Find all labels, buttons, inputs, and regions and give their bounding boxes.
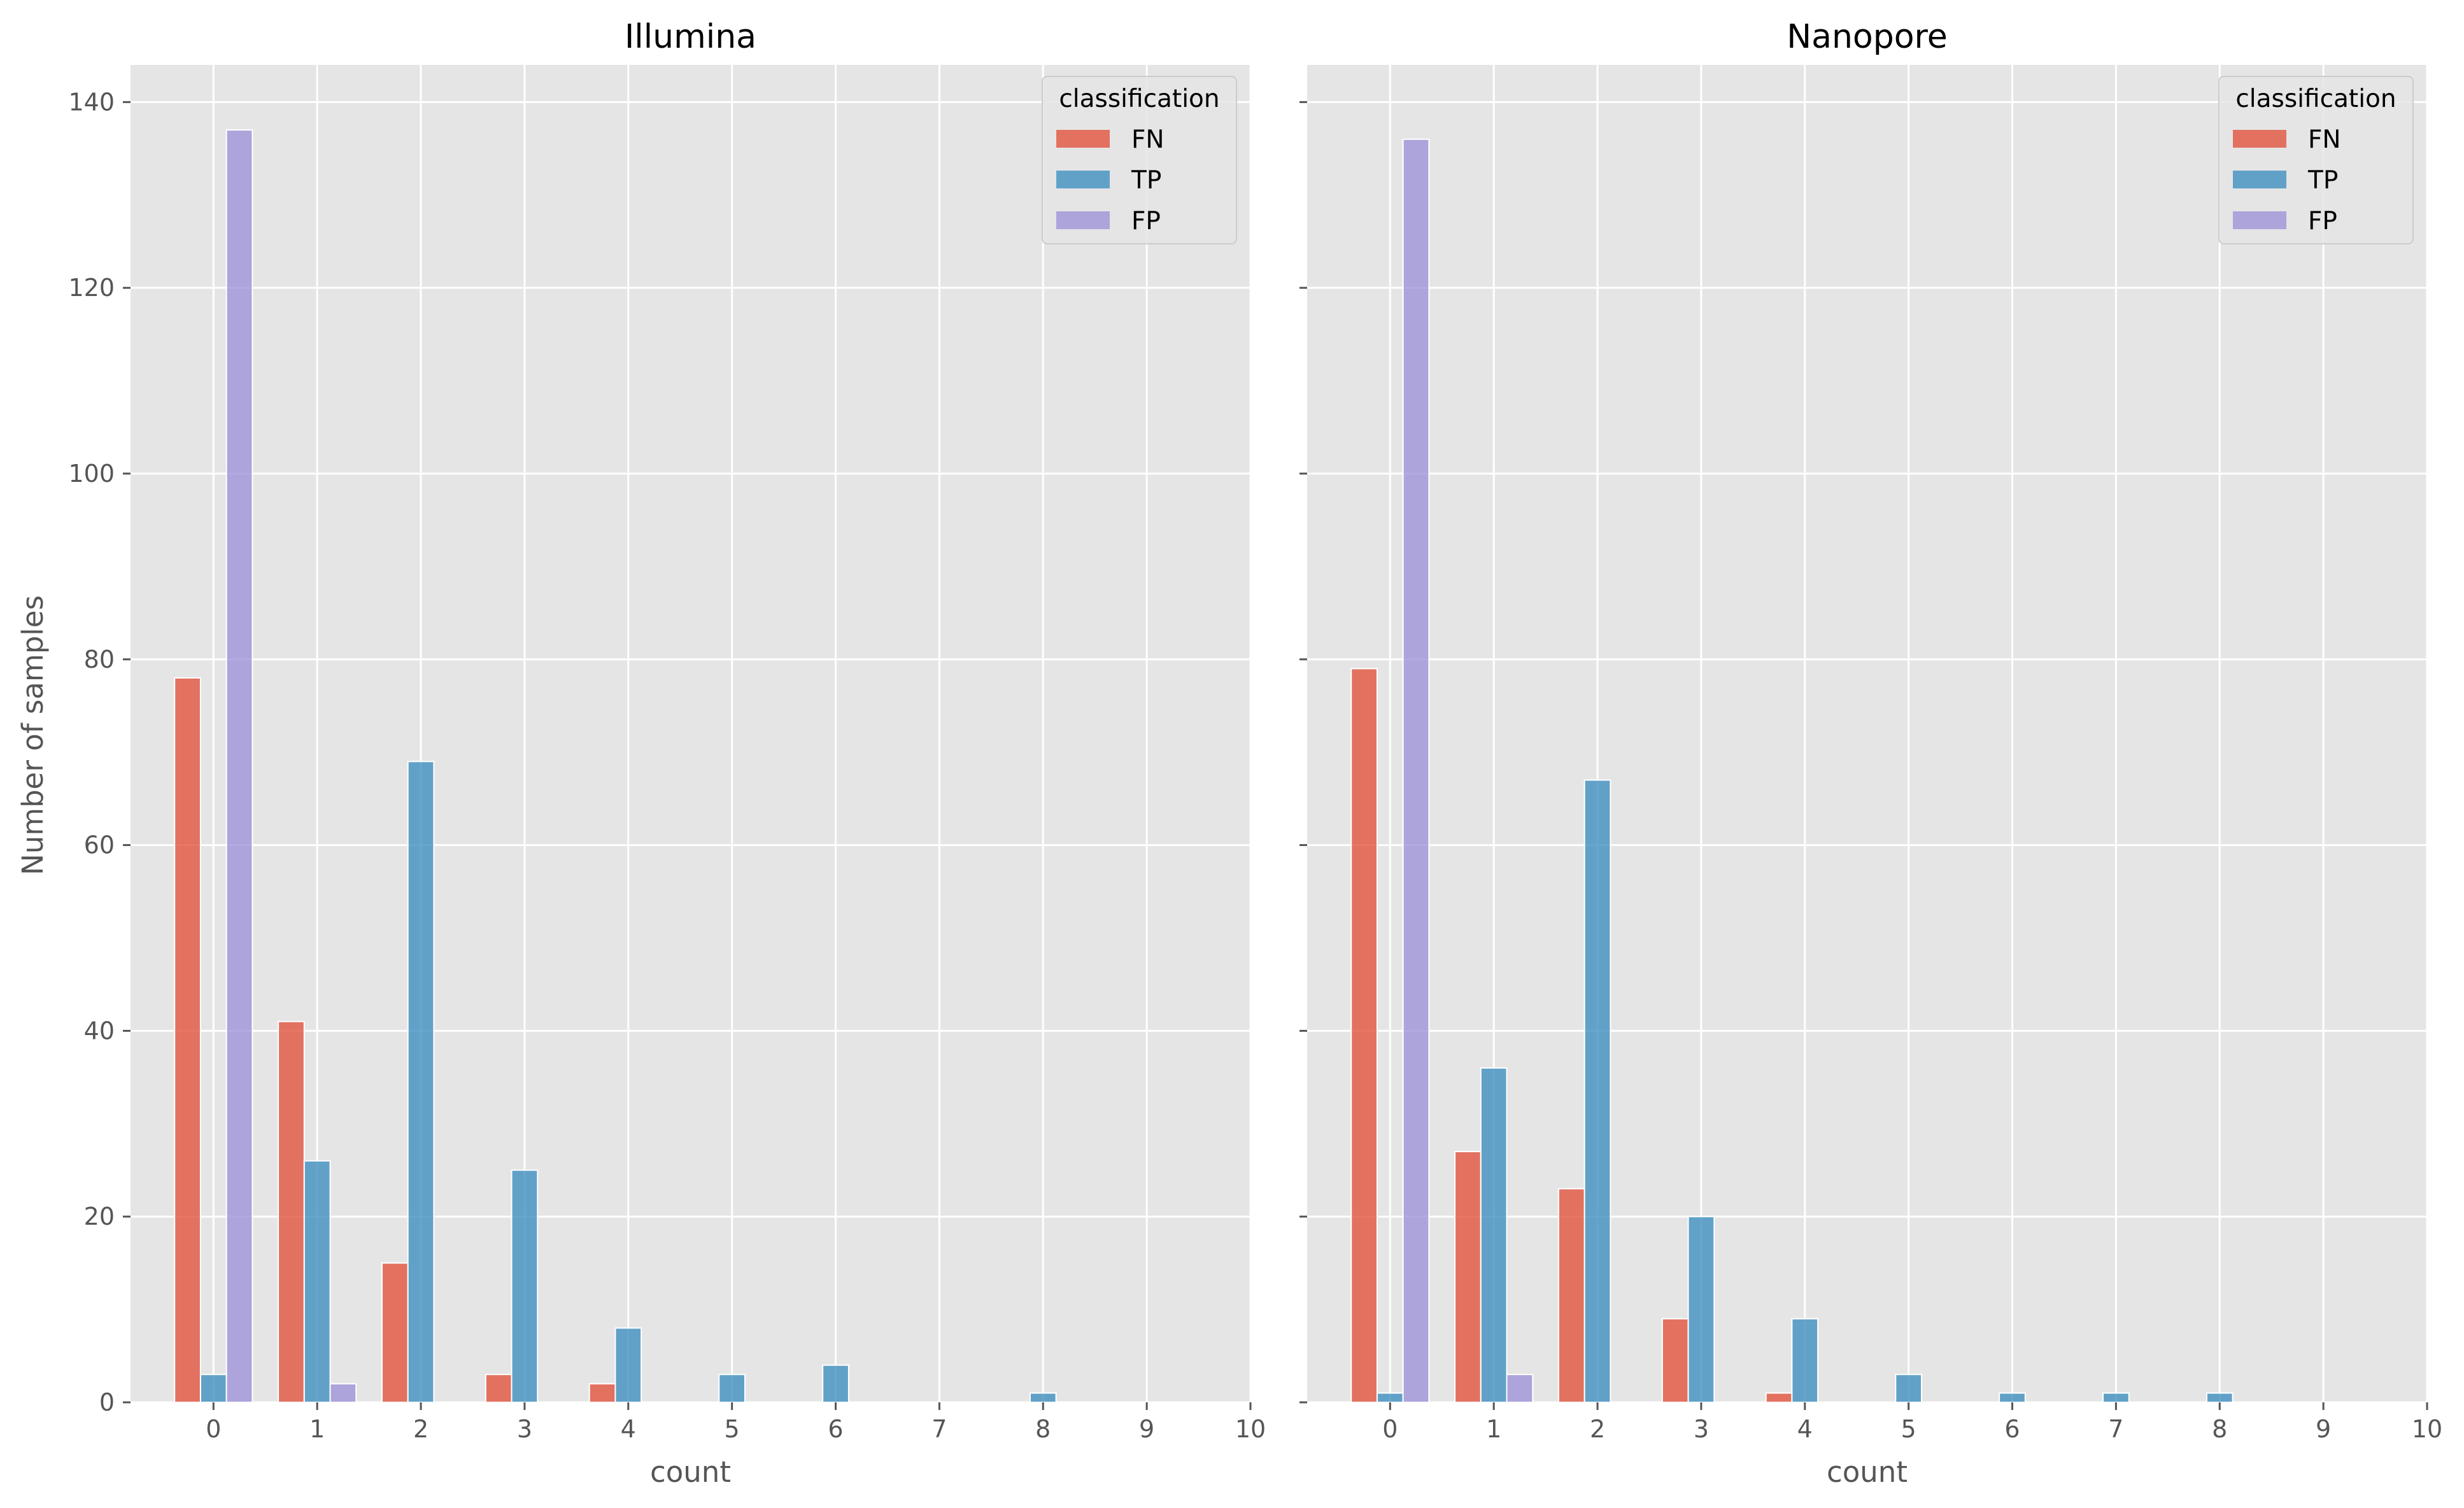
x-tick-label: 2	[413, 1415, 428, 1443]
bar-fn-3	[485, 1374, 513, 1404]
chart-panel-nanopore: 0 1 2 3 4 5 6 7 8 9 10 Nanopore count classification F…	[1299, 18, 2442, 1489]
x-tick-label: 3	[517, 1415, 532, 1443]
y-tick-label: 140	[68, 88, 115, 116]
bar-fn-0	[1350, 668, 1378, 1403]
bar-fp-1	[1506, 1374, 1534, 1404]
legend-swatch-fp	[1056, 211, 1110, 229]
bar-tp-2	[1583, 779, 1611, 1403]
bar-tp-0	[199, 1374, 227, 1404]
bar-tp-6	[822, 1364, 849, 1404]
x-tick-label: 9	[1139, 1415, 1154, 1443]
legend-box	[2218, 76, 2414, 244]
legend-label-tp: TP	[2307, 166, 2338, 195]
legend-title: classification	[1059, 85, 1219, 113]
bar-tp-8	[2206, 1392, 2234, 1403]
bar-fp-0	[1402, 138, 1430, 1404]
bar-fp-1	[329, 1383, 357, 1403]
x-tick-label: 10	[2412, 1415, 2442, 1443]
x-tick-label: 5	[725, 1415, 740, 1443]
x-tick-label: 9	[2316, 1415, 2331, 1443]
bar-tp-1	[303, 1160, 331, 1404]
legend-swatch-fn	[1056, 130, 1110, 148]
legend: classification FN TP FP	[2218, 76, 2414, 244]
x-tick-label: 1	[309, 1415, 325, 1443]
legend-label-tp: TP	[1131, 166, 1161, 195]
bar-tp-4	[614, 1327, 642, 1404]
bar-fn-4	[1765, 1392, 1793, 1403]
legend-swatch-tp	[1056, 171, 1110, 188]
bar-tp-6	[1999, 1392, 2026, 1403]
y-tick-label: 80	[84, 645, 115, 673]
bar-fn-1	[1454, 1151, 1482, 1403]
chart-title-illumina: Illumina	[625, 18, 756, 56]
bar-fn-2	[381, 1262, 409, 1404]
y-tick-label: 120	[68, 274, 115, 302]
y-tick-label: 100	[68, 460, 115, 488]
legend-label-fp: FP	[1131, 207, 1161, 236]
y-tick-label: 20	[84, 1202, 115, 1230]
bar-fn-0	[174, 677, 201, 1403]
x-tick-label: 0	[1382, 1415, 1398, 1443]
x-tick-label: 2	[1590, 1415, 1605, 1443]
x-tick-label: 10	[1235, 1415, 1266, 1443]
bar-tp-3	[1687, 1216, 1715, 1403]
legend-swatch-fn	[2233, 130, 2286, 148]
legend-label-fp: FP	[2308, 207, 2337, 236]
x-tick-label: 8	[2212, 1415, 2227, 1443]
legend: classification FN TP FP	[1042, 76, 1237, 244]
y-tick-label: 40	[84, 1017, 115, 1045]
bar-fn-3	[1661, 1318, 1689, 1403]
bar-tp-5	[1895, 1374, 1923, 1404]
x-tick-label: 6	[828, 1415, 843, 1443]
x-tick-label: 1	[1486, 1415, 1501, 1443]
bar-fp-0	[225, 129, 253, 1403]
x-axis-label: count	[1827, 1455, 1908, 1489]
bar-tp-1	[1480, 1067, 1508, 1403]
y-tick-label: 60	[84, 831, 115, 859]
legend-title: classification	[2235, 85, 2396, 113]
bar-tp-3	[511, 1169, 539, 1403]
x-tick-label: 0	[206, 1415, 221, 1443]
bar-fn-1	[278, 1020, 305, 1403]
x-tick-label: 5	[1901, 1415, 1916, 1443]
chart-panel-illumina: 0 1 2 3 4 5 6 7 8 9 10020406080100120140Illuminaco…	[68, 18, 1266, 1489]
bar-tp-4	[1791, 1318, 1819, 1403]
x-tick-label: 7	[2108, 1415, 2123, 1443]
bar-fn-2	[1557, 1188, 1585, 1403]
x-tick-label: 7	[931, 1415, 947, 1443]
bar-tp-2	[407, 761, 435, 1404]
legend-box	[1042, 76, 1237, 244]
legend-swatch-tp	[2233, 171, 2286, 188]
x-tick-label: 4	[1797, 1415, 1813, 1443]
bar-tp-7	[2102, 1392, 2130, 1403]
x-tick-label: 4	[621, 1415, 636, 1443]
bar-tp-8	[1029, 1392, 1057, 1403]
bar-fn-4	[588, 1383, 616, 1403]
x-tick-label: 6	[2004, 1415, 2020, 1443]
legend-label-fn: FN	[2308, 125, 2341, 154]
y-axis-label: Number of samples	[16, 595, 50, 875]
legend-label-fn: FN	[1131, 125, 1165, 154]
x-tick-label: 3	[1694, 1415, 1709, 1443]
x-axis-label: count	[650, 1455, 731, 1489]
chart-title-nanopore: Nanopore	[1787, 18, 1948, 56]
legend-swatch-fp	[2233, 211, 2286, 229]
y-tick-label: 0	[99, 1388, 115, 1416]
bar-tp-5	[718, 1374, 746, 1404]
x-tick-label: 8	[1035, 1415, 1051, 1443]
bar-tp-0	[1376, 1392, 1404, 1403]
